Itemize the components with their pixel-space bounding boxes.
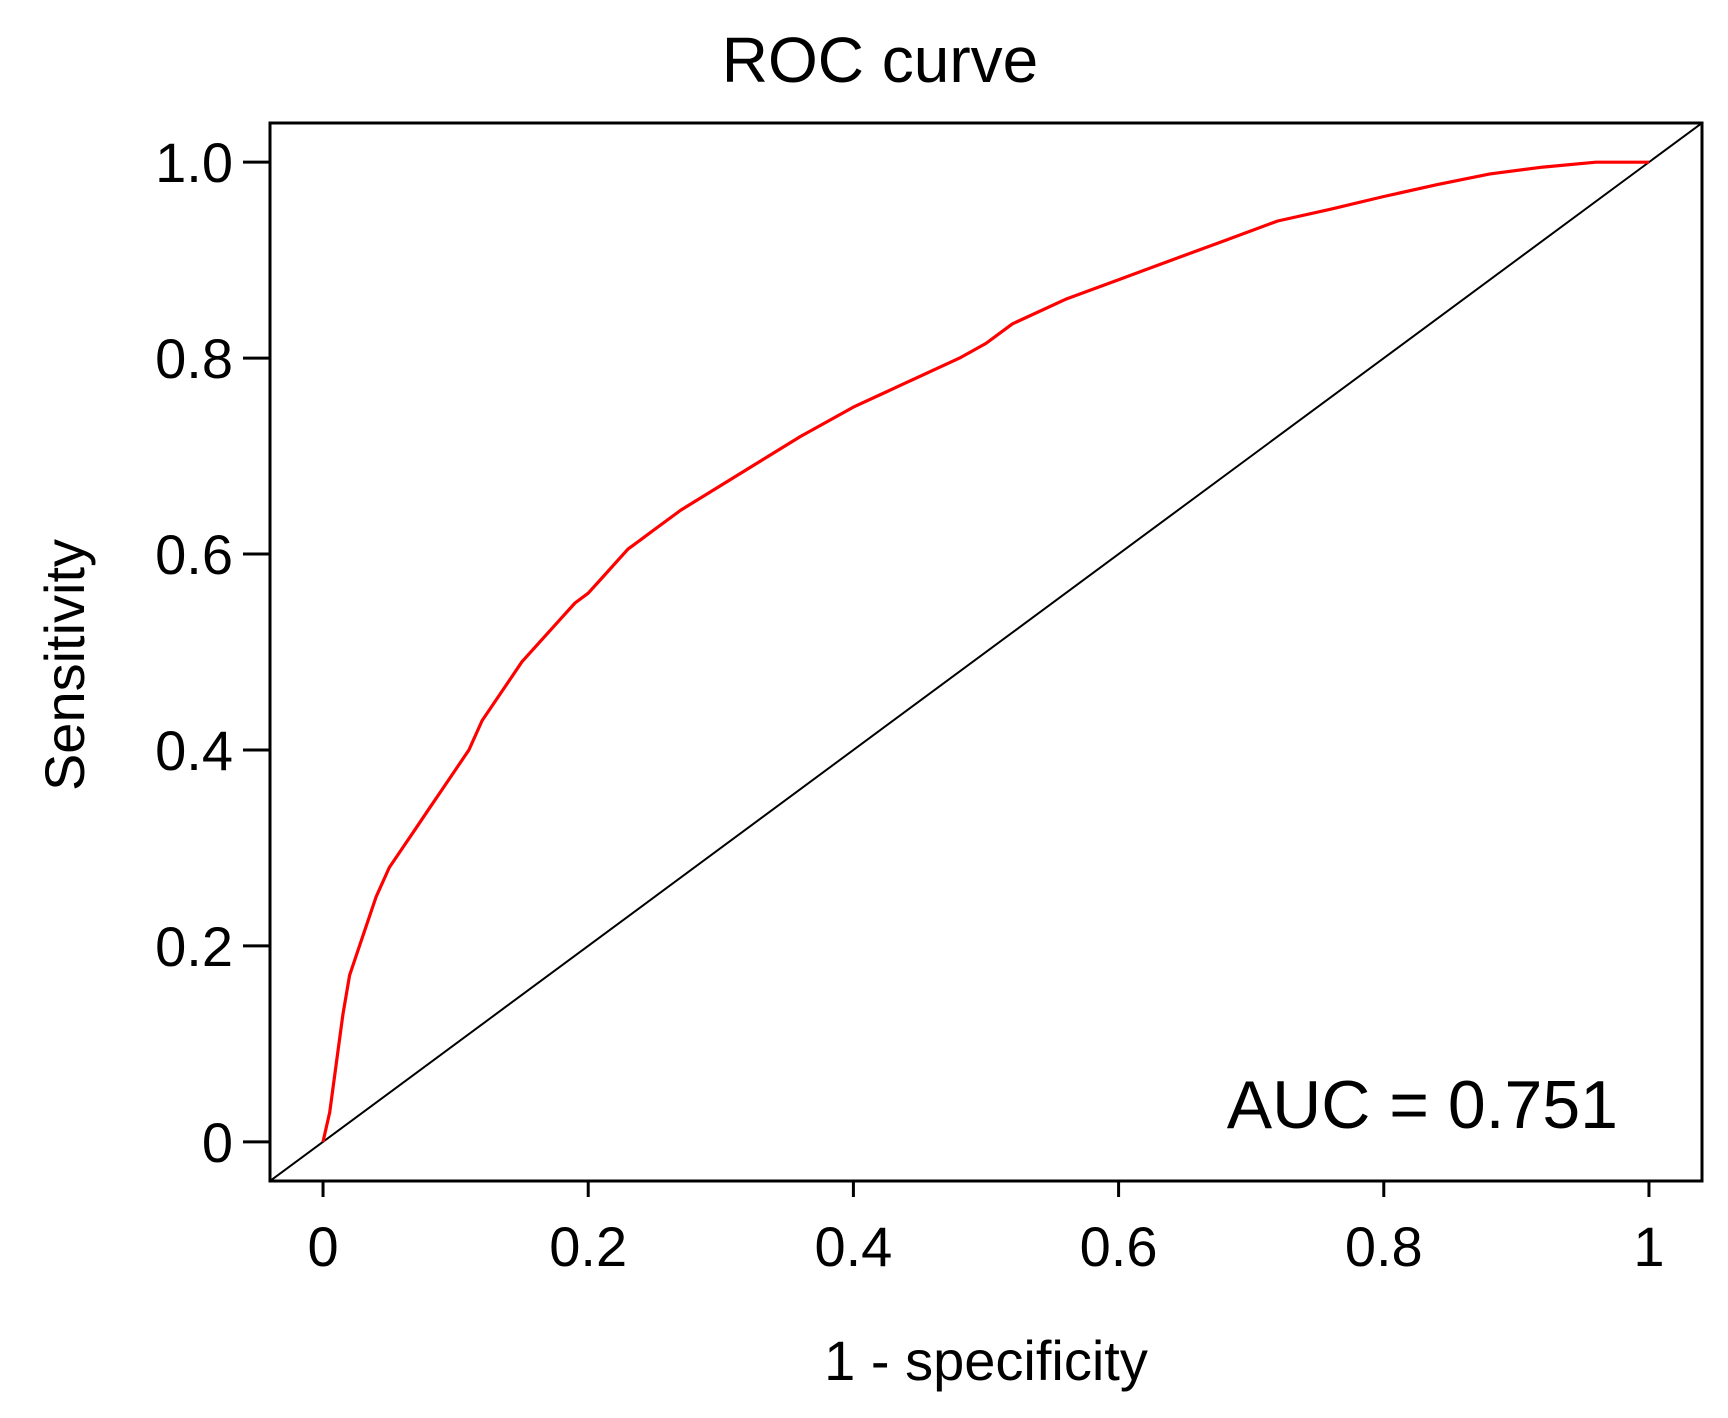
y-tick-label: 0: [202, 1111, 233, 1174]
y-tick-label: 0.4: [155, 719, 233, 782]
series-line-reference: [270, 123, 1702, 1181]
series-line-roc: [321, 160, 1649, 1143]
y-axis-label: Sensitivity: [33, 539, 96, 791]
y-tick-label: 0.2: [155, 915, 233, 978]
y-tick-label: 0.6: [155, 523, 233, 586]
plot-frame: [268, 121, 1704, 1183]
x-tick-label: 1: [1633, 1215, 1664, 1278]
auc-annotation: AUC = 0.751: [1227, 1067, 1618, 1143]
series-layer: [270, 123, 1702, 1181]
x-axis-label: 1 - specificity: [824, 1329, 1148, 1392]
chart-title: ROC curve: [722, 24, 1039, 96]
y-axis: 0 0.2 0.4 0.6 0.8 1.0: [155, 131, 270, 1174]
y-tick-label: 0.8: [155, 327, 233, 390]
x-tick-label: 0: [307, 1215, 338, 1278]
x-tick-label: 0.2: [549, 1215, 627, 1278]
x-axis: 0 0.2 0.4 0.6 0.8 1: [307, 1181, 1665, 1278]
x-tick-label: 0.4: [814, 1215, 892, 1278]
x-tick-label: 0.8: [1345, 1215, 1423, 1278]
y-tick-label: 1.0: [155, 131, 233, 194]
x-tick-label: 0.6: [1080, 1215, 1158, 1278]
